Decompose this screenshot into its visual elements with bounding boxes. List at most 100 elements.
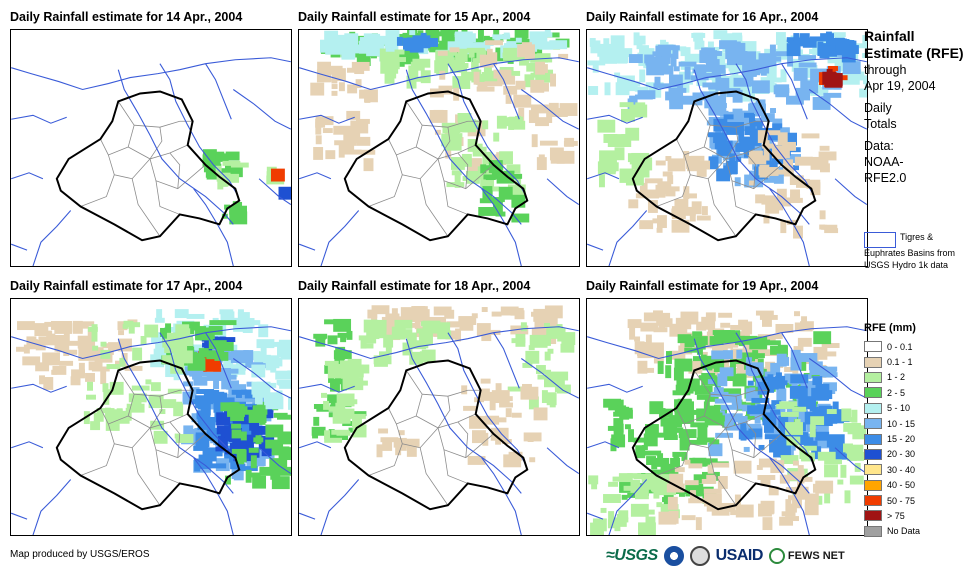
rainfall-cell: [806, 179, 821, 189]
rainfall-cell: [517, 34, 528, 44]
rainfall-cell: [145, 379, 152, 385]
rainfall-cell: [481, 332, 492, 342]
rainfall-cell: [716, 102, 727, 108]
rainfall-cell: [485, 40, 503, 46]
rainfall-cell: [662, 63, 669, 72]
rainfall-cell: [217, 435, 228, 449]
province-boundary: [149, 427, 206, 459]
rainfall-cell: [100, 341, 107, 347]
rainfall-cell: [458, 316, 477, 325]
rainfall-cell: [391, 308, 398, 322]
rainfall-cell: [689, 439, 708, 445]
rainfall-cell: [592, 518, 607, 532]
rainfall-cell: [148, 395, 163, 409]
rainfall-cell: [743, 70, 757, 76]
rainfall-cell: [205, 153, 216, 159]
legend-swatch: [864, 341, 882, 353]
rainfall-cell: [859, 88, 867, 98]
rainfall-cell: [673, 456, 680, 462]
rainfall-cell: [702, 82, 717, 88]
rainfall-cell: [414, 320, 421, 330]
rainfall-cell: [831, 32, 846, 38]
rainfall-cell: [410, 76, 425, 82]
basin-line: [299, 441, 332, 449]
rainfall-cell: [692, 457, 707, 467]
rainfall-cell: [231, 389, 250, 395]
rainfall-cell: [531, 34, 546, 40]
rainfall-cell: [184, 366, 195, 376]
rainfall-cell: [434, 129, 441, 135]
rainfall-cell: [380, 437, 399, 443]
rainfall-cell: [653, 354, 664, 364]
rainfall-cell: [265, 439, 284, 449]
legend-swatch: [864, 402, 882, 414]
rainfall-cell: [779, 198, 786, 204]
rainfall-cell: [313, 416, 320, 426]
rainfall-cell: [467, 138, 478, 152]
rainfall-cell: [401, 55, 420, 65]
rainfall-cell: [381, 53, 400, 67]
legend-label: 15 - 20: [887, 434, 916, 445]
basin-line: [299, 57, 579, 91]
legend-label: 10 - 15: [887, 418, 916, 429]
rainfall-cell: [718, 312, 733, 318]
map-svg: [299, 30, 579, 266]
rainfall-cell: [824, 74, 843, 88]
rainfall-cell: [482, 432, 489, 446]
rainfall-cell: [786, 503, 797, 513]
rainfall-cell: [770, 409, 781, 415]
fews-net-logo: FEWS NET: [768, 548, 845, 564]
rainfall-cell: [444, 144, 451, 150]
rainfall-cell: [787, 495, 798, 501]
basin-line: [735, 332, 814, 464]
rainfall-cell: [823, 224, 838, 230]
rainfall-cell: [437, 330, 452, 340]
map-svg: [11, 309, 291, 535]
rainfall-cell: [700, 354, 707, 368]
province-boundary: [437, 396, 451, 429]
rainfall-cell: [340, 337, 347, 343]
legend-item: 40 - 50: [864, 478, 964, 493]
rainfall-cell: [223, 356, 234, 370]
rainfall-cell: [696, 357, 703, 371]
rainfall-cell: [670, 457, 680, 467]
legend-swatch: [864, 510, 882, 522]
rainfall-cell: [707, 464, 714, 474]
rainfall-cell: [223, 173, 230, 187]
rainfall-cell: [793, 67, 808, 81]
rainfall-cell: [749, 106, 760, 116]
basin-line: [11, 57, 291, 91]
rainfall-cell: [798, 445, 817, 451]
province-boundary: [368, 174, 403, 207]
rainfall-cell: [541, 64, 548, 74]
rainfall-cell: [719, 40, 737, 50]
rainfall-cell: [634, 86, 649, 92]
rainfall-cell: [150, 420, 165, 430]
rainfall-cell: [495, 211, 506, 217]
rainfall-cell: [165, 323, 172, 337]
rainfall-cell: [336, 408, 355, 418]
rainfall-cell: [59, 360, 74, 366]
rainfall-cell: [364, 34, 379, 48]
country-border: [55, 359, 241, 511]
rainfall-cell: [333, 125, 352, 135]
rainfall-cell: [524, 74, 535, 88]
rainfall-cell: [650, 342, 664, 356]
rainfall-cell: [78, 347, 97, 361]
province-boundary: [368, 443, 403, 476]
rainfall-cell: [745, 388, 752, 402]
rainfall-cell: [633, 32, 640, 46]
rainfall-cell: [809, 366, 828, 375]
rainfall-cell: [789, 385, 808, 399]
rainfall-cell: [132, 347, 143, 361]
rainfall-cell: [785, 487, 804, 493]
rainfall-cell: [507, 386, 526, 392]
rainfall-cell: [760, 351, 779, 357]
rainfall-cell: [657, 44, 676, 50]
rainfall-cell: [745, 414, 763, 420]
rainfall-cell: [707, 102, 722, 108]
rainfall-cell: [208, 463, 227, 469]
rainfall-cell: [812, 42, 823, 55]
rainfall-cell: [799, 353, 818, 362]
rainfall-cell: [480, 146, 487, 152]
